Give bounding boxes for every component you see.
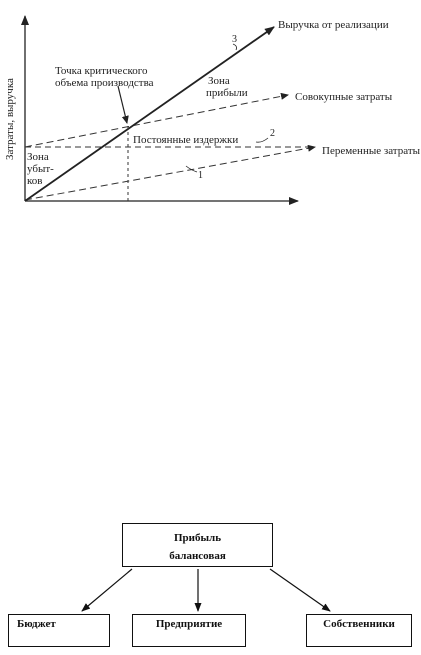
break-even-diagram: Затраты, выручка Выручка от реализации С… [4,15,421,205]
enterprise-label: Предприятие [155,618,223,630]
y-axis-label: Затраты, выручка [4,78,16,160]
critical-point-label-line1: Точка критического [55,65,148,77]
owners-box: Собственники [306,614,412,647]
budget-label: Бюджет [17,618,56,630]
variable-costs-line [24,144,316,201]
line-number-3: 3 [232,34,237,45]
critical-point-pointer [117,85,129,124]
arrow-to-budget [81,568,133,612]
arrow-to-owners [269,568,331,612]
critical-point-label-line2: объема производства [55,77,154,89]
budget-box: Бюджет [8,614,110,647]
total-costs-label: Совокупные затраты [295,91,393,103]
leader-2 [255,137,269,143]
enterprise-box: Предприятие [132,614,246,647]
loss-zone-line3: ков [27,175,42,187]
total-costs-line [24,92,289,148]
line-number-1: 1 [198,170,203,181]
leader-1 [185,165,198,173]
loss-zone-line1: Зона [27,151,49,163]
revenue-line [24,26,275,202]
line-number-2: 2 [270,128,275,139]
loss-zone-line2: убыт- [27,163,54,175]
balance-profit-box: Прибыль балансовая [122,523,273,567]
profit-zone-line2: прибыли [206,87,248,99]
profit-zone-line1: Зона [208,75,230,87]
revenue-label: Выручка от реализации [278,19,389,31]
leader-3 [232,43,237,51]
variable-costs-label: Переменные затраты [322,145,421,157]
fixed-costs-label: Постоянные издержки [133,134,238,146]
balance-profit-line1: Прибыль [173,532,222,544]
owners-label: Собственники [323,618,395,630]
balance-profit-line2: балансовая [169,550,226,562]
